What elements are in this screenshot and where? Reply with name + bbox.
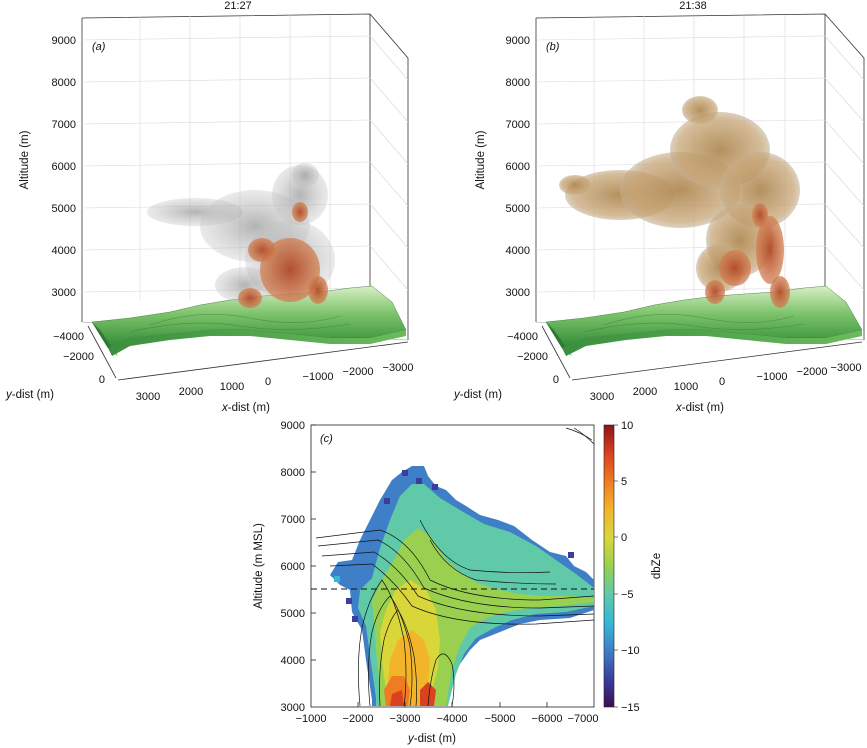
panel-a-y-tick: −2000 bbox=[63, 351, 94, 363]
panel-c-y-tick: 7000 bbox=[281, 514, 305, 526]
panel-b-z-tick: 5000 bbox=[506, 203, 530, 215]
panel-a: 21:27 bbox=[5, 0, 413, 414]
panel-a-x-tick: −3000 bbox=[383, 362, 414, 374]
panel-a-x-tick: 3000 bbox=[136, 391, 160, 403]
colorbar-tick: 10 bbox=[621, 420, 633, 432]
panel-a-core bbox=[238, 202, 328, 308]
panel-c-y-tick: 8000 bbox=[281, 467, 305, 479]
panel-c-y-tick: 9000 bbox=[281, 420, 305, 432]
panel-b-z-tick: 9000 bbox=[506, 35, 530, 47]
panel-b-y-label: y-dist (m) bbox=[453, 389, 502, 401]
panel-b-z-tick: 3000 bbox=[506, 287, 530, 299]
panel-b-y-axis: −4000 −2000 0 y-dist (m) bbox=[453, 325, 571, 401]
panel-a-z-tick: 4000 bbox=[52, 245, 76, 257]
panel-a-x-tick: −1000 bbox=[303, 371, 334, 383]
panel-a-y-tick: −4000 bbox=[53, 331, 84, 343]
colorbar-tick: −5 bbox=[621, 589, 634, 601]
panel-a-x-axis: 3000 2000 1000 0 −1000 −2000 −3000 x-dis… bbox=[117, 341, 414, 414]
panel-b-x-tick: 3000 bbox=[590, 391, 614, 403]
panel-b-label: (b) bbox=[546, 41, 560, 53]
panel-c-label: (c) bbox=[320, 433, 333, 445]
panel-c: 9000 8000 7000 6000 5000 4000 3000 −1000… bbox=[253, 420, 663, 745]
panel-b-x-tick: 1000 bbox=[674, 381, 698, 393]
panel-b-z-tick: 6000 bbox=[506, 161, 530, 173]
panel-b-x-label: x-dist (m) bbox=[675, 402, 724, 414]
colorbar-tick: 5 bbox=[621, 476, 627, 488]
panel-b-z-label: Altitude (m) bbox=[475, 130, 487, 189]
panel-b-terrain bbox=[545, 285, 863, 356]
panel-c-heatmap bbox=[311, 427, 594, 707]
panel-a-z-tick: 9000 bbox=[52, 35, 76, 47]
panel-a-z-label: Altitude (m) bbox=[19, 130, 31, 189]
panel-c-x-tick: −6000 bbox=[532, 713, 563, 725]
panel-a-y-axis: −4000 −2000 0 y-dist (m) bbox=[5, 325, 117, 401]
panel-c-x-tick: −3000 bbox=[390, 713, 421, 725]
panel-b: 21:38 bbox=[453, 0, 865, 414]
panel-b-z-ticks: 9000 8000 7000 6000 5000 4000 3000 bbox=[506, 35, 530, 299]
panel-c-contours bbox=[315, 427, 594, 707]
panel-c-tick-marks bbox=[311, 424, 548, 707]
panel-a-y-label: y-dist (m) bbox=[5, 389, 54, 401]
panel-b-z-tick: 4000 bbox=[506, 245, 530, 257]
panel-b-x-tick: 0 bbox=[719, 376, 725, 388]
panel-c-y-tick: 4000 bbox=[281, 655, 305, 667]
colorbar-tick: −15 bbox=[621, 702, 640, 714]
panel-a-z-ticks: 9000 8000 7000 6000 5000 4000 3000 bbox=[52, 35, 76, 299]
panel-c-y-tick: 6000 bbox=[281, 561, 305, 573]
panel-a-x-tick: −2000 bbox=[343, 366, 374, 378]
panel-c-colorbar: 10 5 0 −5 −10 −15 dbZe bbox=[603, 420, 663, 714]
panel-b-x-tick: −3000 bbox=[831, 362, 862, 374]
panel-a-time-title: 21:27 bbox=[224, 0, 252, 12]
panel-a-z-tick: 7000 bbox=[52, 119, 76, 131]
panel-a-y-tick: 0 bbox=[99, 374, 105, 386]
panel-b-core bbox=[705, 203, 790, 308]
panel-a-x-tick: 2000 bbox=[179, 386, 203, 398]
colorbar-tick: 0 bbox=[621, 532, 627, 544]
panel-c-y-label: Altitude (m MSL) bbox=[253, 523, 265, 609]
panel-b-z-tick: 7000 bbox=[506, 119, 530, 131]
panel-a-terrain bbox=[91, 285, 407, 356]
panel-b-y-tick: 0 bbox=[553, 374, 559, 386]
panel-c-y-tick: 5000 bbox=[281, 608, 305, 620]
panel-a-z-tick: 3000 bbox=[52, 287, 76, 299]
panel-b-x-tick: −1000 bbox=[757, 371, 788, 383]
panel-b-time-title: 21:38 bbox=[679, 0, 707, 12]
panel-c-x-tick: −2000 bbox=[343, 713, 374, 725]
panel-c-x-ticks: −1000 −2000 −3000 −4000 −5000 −6000 −700… bbox=[296, 713, 599, 725]
panel-b-y-tick: −2000 bbox=[517, 351, 548, 363]
panel-c-x-tick: −7000 bbox=[568, 713, 599, 725]
colorbar-scale bbox=[603, 424, 615, 708]
panel-a-z-tick: 5000 bbox=[52, 203, 76, 215]
panel-a-x-tick: 0 bbox=[265, 376, 271, 388]
panel-b-x-tick: 2000 bbox=[633, 386, 657, 398]
panel-b-x-tick: −2000 bbox=[797, 366, 828, 378]
panel-a-label: (a) bbox=[92, 41, 106, 53]
panel-c-y-ticks: 9000 8000 7000 6000 5000 4000 3000 bbox=[281, 420, 305, 714]
panel-a-z-tick: 8000 bbox=[52, 77, 76, 89]
panel-c-x-label: y-dist (m) bbox=[407, 733, 456, 745]
panel-b-z-tick: 8000 bbox=[506, 77, 530, 89]
panel-c-x-tick: −5000 bbox=[485, 713, 516, 725]
panel-a-z-tick: 6000 bbox=[52, 161, 76, 173]
panel-b-y-tick: −4000 bbox=[507, 331, 538, 343]
colorbar-label: dbZe bbox=[651, 553, 663, 579]
panel-c-x-tick: −1000 bbox=[296, 713, 327, 725]
colorbar-tick: −10 bbox=[621, 645, 640, 657]
panel-b-x-axis: 3000 2000 1000 0 −1000 −2000 −3000 x-dis… bbox=[571, 341, 863, 414]
panel-a-x-tick: 1000 bbox=[220, 381, 244, 393]
panel-a-x-label: x-dist (m) bbox=[221, 402, 270, 414]
panel-c-x-tick: −4000 bbox=[437, 713, 468, 725]
panel-c-y-tick: 3000 bbox=[281, 702, 305, 714]
